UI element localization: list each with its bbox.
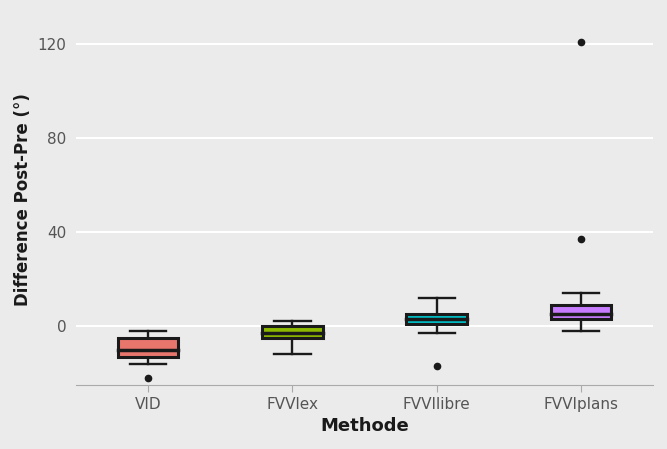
FancyBboxPatch shape <box>262 326 323 338</box>
FancyBboxPatch shape <box>551 305 611 319</box>
FancyBboxPatch shape <box>118 338 179 357</box>
FancyBboxPatch shape <box>406 314 467 324</box>
Y-axis label: Difference Post-Pre (°): Difference Post-Pre (°) <box>14 93 32 306</box>
X-axis label: Methode: Methode <box>320 417 409 435</box>
